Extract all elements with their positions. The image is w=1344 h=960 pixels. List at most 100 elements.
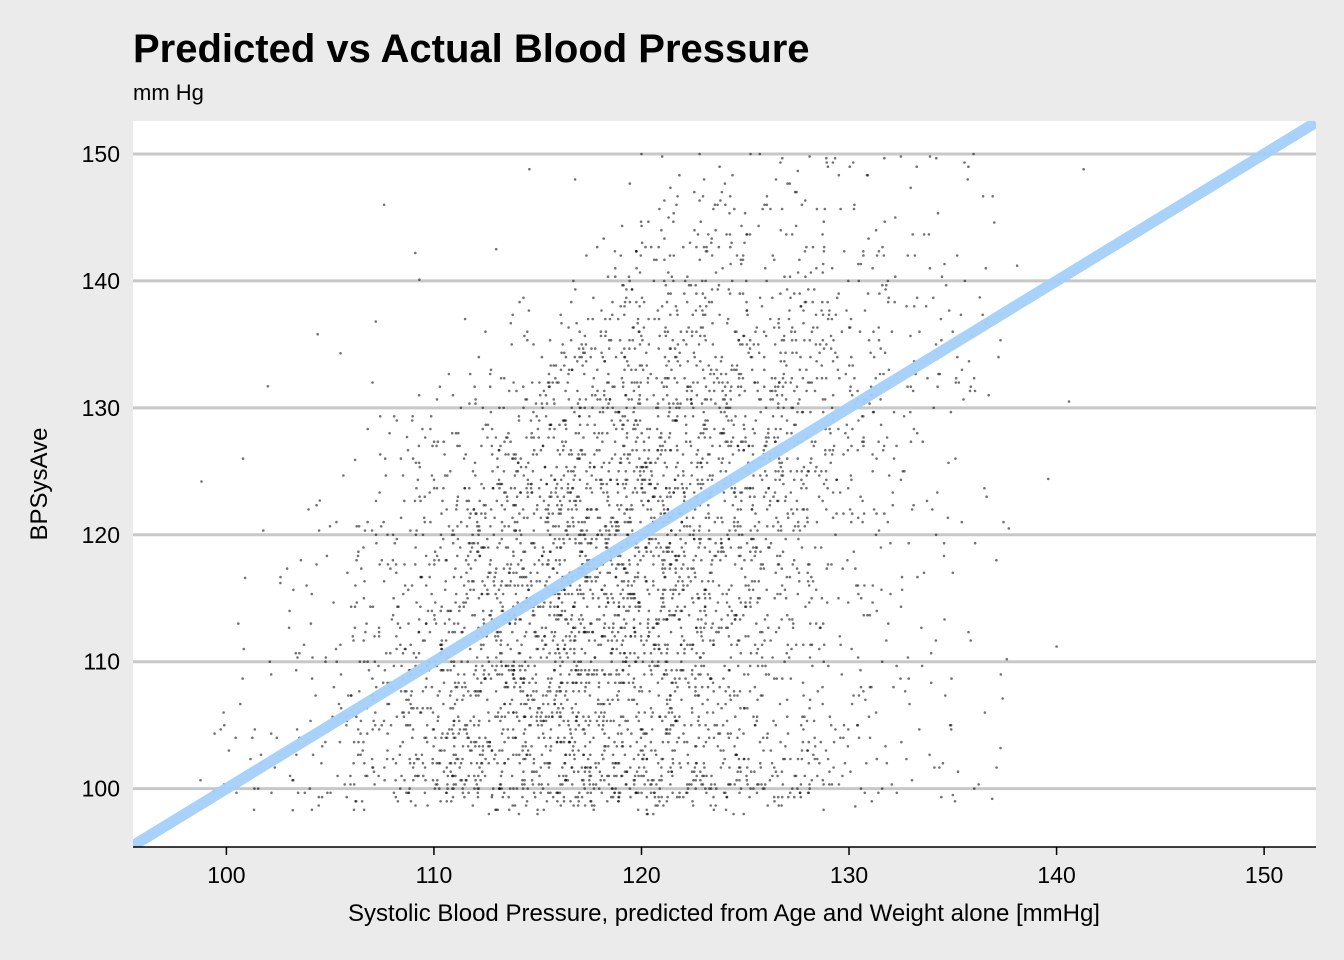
data-point [651, 660, 654, 663]
data-point [907, 677, 910, 680]
data-point [765, 588, 768, 592]
data-point [656, 402, 660, 405]
data-point [723, 757, 726, 761]
data-point [588, 778, 591, 782]
data-point [512, 381, 515, 384]
data-point [938, 372, 941, 376]
data-point [653, 795, 657, 799]
data-point [760, 643, 764, 647]
data-point [622, 381, 625, 384]
data-point [791, 563, 795, 566]
data-point [943, 262, 946, 266]
data-point [569, 647, 572, 651]
data-point [500, 520, 504, 524]
data-point [498, 749, 501, 752]
data-point [557, 706, 560, 710]
data-point [747, 757, 750, 761]
data-point [679, 537, 682, 541]
data-point [785, 613, 789, 617]
data-point [776, 592, 779, 596]
data-point [570, 668, 573, 672]
data-point [718, 444, 722, 448]
data-point [633, 406, 636, 410]
data-point [664, 334, 668, 338]
data-point [822, 347, 826, 350]
data-point [564, 423, 567, 427]
data-point [610, 592, 613, 596]
data-point [652, 584, 655, 587]
data-point [728, 292, 732, 295]
data-point [682, 499, 686, 503]
data-point [349, 605, 353, 608]
data-point [784, 537, 787, 541]
data-point [575, 715, 578, 718]
data-point [905, 757, 908, 761]
data-point [467, 690, 470, 693]
data-point [720, 618, 723, 621]
data-point [606, 639, 610, 642]
data-point [779, 529, 783, 532]
data-point [558, 651, 561, 655]
data-point [821, 499, 824, 503]
data-point [610, 787, 614, 790]
data-point [774, 389, 777, 393]
data-point [759, 550, 762, 553]
data-point [670, 613, 674, 617]
data-point [691, 313, 695, 317]
data-point [515, 787, 519, 790]
data-point [691, 415, 695, 418]
data-point [631, 681, 635, 685]
data-point [645, 639, 648, 642]
data-point [444, 580, 448, 583]
data-point [838, 376, 841, 380]
data-point [446, 783, 449, 786]
data-point [538, 393, 542, 397]
data-point [806, 580, 810, 583]
data-point [466, 596, 469, 600]
data-point [531, 698, 534, 702]
data-point [473, 787, 476, 790]
data-point [655, 427, 659, 431]
data-point [798, 368, 802, 372]
data-point [621, 283, 624, 287]
data-point [909, 410, 912, 414]
data-point [616, 613, 619, 617]
data-point [456, 554, 459, 558]
data-point [591, 406, 594, 410]
data-point [279, 581, 282, 585]
data-point [386, 749, 389, 752]
data-point [401, 740, 405, 744]
data-point [623, 512, 626, 515]
data-point [526, 491, 529, 494]
data-point [500, 537, 504, 541]
data-point [744, 440, 747, 444]
data-point [564, 618, 567, 621]
data-point [403, 778, 406, 782]
data-point [907, 541, 910, 545]
data-point [596, 389, 599, 393]
data-point [663, 330, 667, 334]
data-point [574, 503, 577, 507]
data-point [734, 495, 737, 499]
data-point [389, 723, 393, 727]
data-point [374, 711, 377, 714]
data-point [316, 332, 320, 336]
data-point [468, 486, 471, 490]
data-point [628, 664, 631, 668]
data-point [711, 711, 715, 714]
data-point [551, 715, 554, 718]
data-point [682, 563, 685, 566]
data-point [488, 740, 492, 744]
data-point [490, 444, 494, 448]
data-point [863, 309, 867, 312]
data-point [288, 774, 292, 778]
data-point [500, 664, 504, 668]
data-point [879, 423, 883, 427]
data-point [384, 474, 388, 477]
data-point [490, 749, 494, 752]
data-point [436, 719, 440, 723]
data-point [632, 427, 635, 431]
data-point [464, 558, 468, 562]
data-point [500, 732, 504, 735]
data-point [603, 673, 607, 676]
